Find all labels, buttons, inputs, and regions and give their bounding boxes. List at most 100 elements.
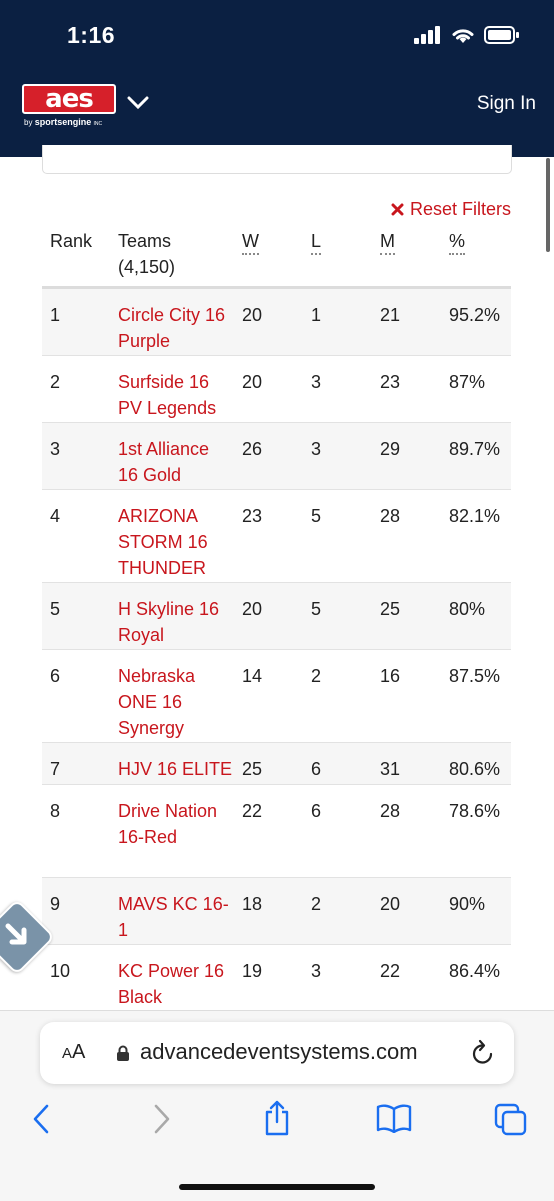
matches-cell: 29 (380, 439, 401, 459)
page-scrollbar[interactable] (546, 158, 550, 252)
losses-cell: 2 (311, 666, 322, 686)
pct-cell: 89.7% (449, 439, 501, 459)
losses-cell: 6 (311, 801, 322, 821)
standings-table: Rank Teams (4,150) W L M % 1 Circle City… (42, 228, 511, 1012)
losses-cell: 1 (311, 305, 322, 325)
aa-small: A (62, 1045, 73, 1062)
filter-panel[interactable] (42, 145, 512, 174)
table-row: 8 Drive Nation 16-Red 22 6 28 78.6% (42, 785, 511, 878)
tabs-icon[interactable] (494, 1103, 528, 1137)
team-link[interactable]: HJV 16 ELITE (118, 759, 233, 779)
aa-big: A (72, 1041, 86, 1063)
wins-cell: 22 (242, 801, 263, 821)
losses-cell: 5 (311, 599, 322, 619)
wins-cell: 26 (242, 439, 263, 459)
rank-cell: 9 (50, 894, 61, 914)
pct-cell: 82.1% (449, 506, 501, 526)
rank-cell: 1 (50, 305, 61, 325)
table-row: 1 Circle City 16 Purple 20 1 21 95.2% (42, 289, 511, 356)
reader-options-button[interactable]: AA (62, 1041, 85, 1064)
browser-toolbar (0, 1100, 554, 1143)
wins-cell: 23 (242, 506, 263, 526)
losses-cell: 3 (311, 439, 322, 459)
rank-cell: 6 (50, 666, 61, 686)
rank-cell: 7 (50, 759, 61, 779)
rank-cell: 8 (50, 801, 61, 821)
losses-cell: 2 (311, 894, 322, 914)
losses-cell: 3 (311, 961, 322, 981)
wins-cell: 25 (242, 759, 263, 779)
battery-icon (484, 26, 519, 44)
table-header: Rank Teams (4,150) W L M % (42, 228, 511, 289)
losses-cell: 5 (311, 506, 322, 526)
matches-cell: 20 (380, 894, 401, 914)
table-row: 2 Surfside 16 PV Legends 20 3 23 87% (42, 356, 511, 423)
share-icon[interactable] (262, 1100, 292, 1136)
col-w-label: W (242, 231, 259, 255)
pct-cell: 90% (449, 894, 486, 914)
col-w[interactable]: W (242, 231, 259, 255)
url-text[interactable]: advancedeventsystems.com (140, 1039, 418, 1064)
pct-cell: 87% (449, 372, 486, 392)
pct-cell: 86.4% (449, 961, 501, 981)
table-row: 9 MAVS KC 16-1 18 2 20 90% (42, 878, 511, 945)
wifi-icon (452, 29, 474, 43)
rank-cell: 4 (50, 506, 61, 526)
logo-inc: INC (93, 121, 103, 127)
pct-cell: 80.6% (449, 759, 501, 779)
aes-logo[interactable]: aes by sportsengine INC (22, 84, 116, 127)
table-row: 7 HJV 16 ELITE 25 6 31 80.6% (42, 743, 511, 785)
forward-icon[interactable] (152, 1103, 172, 1135)
losses-cell: 6 (311, 759, 322, 779)
col-teams-count: (4,150) (118, 257, 176, 277)
rank-cell: 3 (50, 439, 61, 459)
scroll-top-icon (5, 923, 27, 945)
team-link[interactable]: Circle City 16 Purple (118, 305, 226, 351)
reset-filters-button[interactable]: Reset Filters (391, 199, 511, 220)
team-link[interactable]: 1st Alliance 16 Gold (118, 439, 210, 485)
matches-cell: 28 (380, 506, 401, 526)
team-link[interactable]: Nebraska ONE 16 Synergy (118, 666, 196, 738)
status-time: 1:16 (67, 22, 116, 48)
matches-cell: 22 (380, 961, 401, 981)
matches-cell: 21 (380, 305, 401, 325)
col-pct[interactable]: % (449, 231, 466, 255)
status-icons (414, 26, 520, 44)
team-link[interactable]: KC Power 16 Black (118, 961, 225, 1007)
col-l[interactable]: L (311, 231, 322, 255)
matches-cell: 23 (380, 372, 401, 392)
table-row: 6 Nebraska ONE 16 Synergy 14 2 16 87.5% (42, 650, 511, 743)
logo-by: by (24, 118, 33, 127)
pct-cell: 95.2% (449, 305, 501, 325)
rank-cell: 2 (50, 372, 61, 392)
address-bar[interactable]: AA advancedeventsystems.com (40, 1022, 514, 1084)
team-link[interactable]: MAVS KC 16-1 (118, 894, 229, 940)
wins-cell: 18 (242, 894, 263, 914)
team-link[interactable]: ARIZONA STORM 16 THUNDER (118, 506, 208, 578)
logo-byline: by sportsengine INC (24, 117, 116, 127)
matches-cell: 31 (380, 759, 401, 779)
team-link[interactable]: Surfside 16 PV Legends (118, 372, 217, 418)
aes-logo-mark: aes (22, 84, 116, 114)
bookmarks-icon[interactable] (376, 1103, 412, 1133)
table-row: 5 H Skyline 16 Royal 20 5 25 80% (42, 583, 511, 650)
col-rank[interactable]: Rank (50, 231, 93, 251)
col-teams[interactable]: Teams (4,150) (118, 228, 175, 280)
matches-cell: 16 (380, 666, 401, 686)
pct-cell: 87.5% (449, 666, 501, 686)
matches-cell: 28 (380, 801, 401, 821)
col-m[interactable]: M (380, 231, 395, 255)
table-row: 4 ARIZONA STORM 16 THUNDER 23 5 28 82.1% (42, 490, 511, 583)
losses-cell: 3 (311, 372, 322, 392)
team-link[interactable]: H Skyline 16 Royal (118, 599, 220, 645)
lock-icon (117, 1045, 129, 1061)
home-indicator[interactable] (179, 1184, 375, 1190)
reload-icon[interactable] (470, 1039, 496, 1067)
team-link[interactable]: Drive Nation 16-Red (118, 801, 218, 847)
back-icon[interactable] (31, 1103, 51, 1135)
chevron-down-icon[interactable] (127, 96, 149, 110)
sign-in-link[interactable]: Sign In (476, 93, 536, 114)
signal-icon (414, 26, 440, 44)
col-pct-label: % (449, 231, 466, 255)
logo-brand: sportsengine (34, 117, 92, 127)
